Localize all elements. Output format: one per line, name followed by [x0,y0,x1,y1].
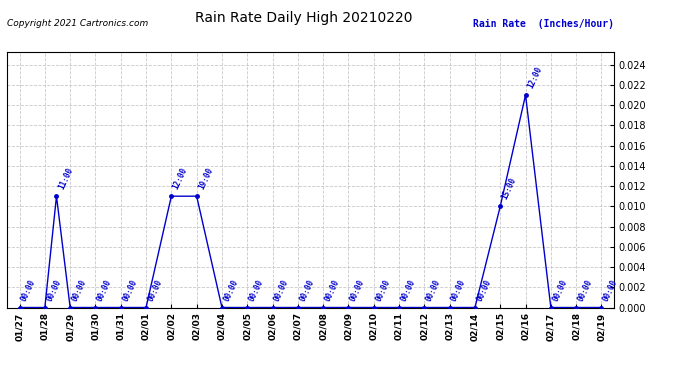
Text: 00:00: 00:00 [602,278,620,303]
Text: 00:00: 00:00 [95,278,113,303]
Text: 00:00: 00:00 [146,278,164,303]
Text: 00:00: 00:00 [576,278,594,303]
Text: 12:00: 12:00 [171,166,189,190]
Text: 12:00: 12:00 [526,64,544,89]
Text: 00:00: 00:00 [475,278,493,303]
Text: 11:00: 11:00 [57,166,75,190]
Text: 00:00: 00:00 [551,278,569,303]
Text: 00:00: 00:00 [424,278,442,303]
Text: 00:00: 00:00 [323,278,341,303]
Text: 00:00: 00:00 [298,278,316,303]
Text: 00:00: 00:00 [374,278,392,303]
Text: Rain Rate  (Inches/Hour): Rain Rate (Inches/Hour) [473,20,614,29]
Text: 00:00: 00:00 [70,278,88,303]
Text: 00:00: 00:00 [450,278,468,303]
Text: 00:00: 00:00 [19,278,37,303]
Text: 19:00: 19:00 [197,166,215,190]
Text: 00:00: 00:00 [45,278,63,303]
Text: 00:00: 00:00 [273,278,290,303]
Text: 00:00: 00:00 [222,278,240,303]
Text: 00:00: 00:00 [247,278,265,303]
Text: 15:00: 15:00 [500,176,518,201]
Text: Copyright 2021 Cartronics.com: Copyright 2021 Cartronics.com [7,20,148,28]
Text: 00:00: 00:00 [121,278,139,303]
Text: 00:00: 00:00 [399,278,417,303]
Text: 00:00: 00:00 [348,278,366,303]
Text: Rain Rate Daily High 20210220: Rain Rate Daily High 20210220 [195,11,413,25]
